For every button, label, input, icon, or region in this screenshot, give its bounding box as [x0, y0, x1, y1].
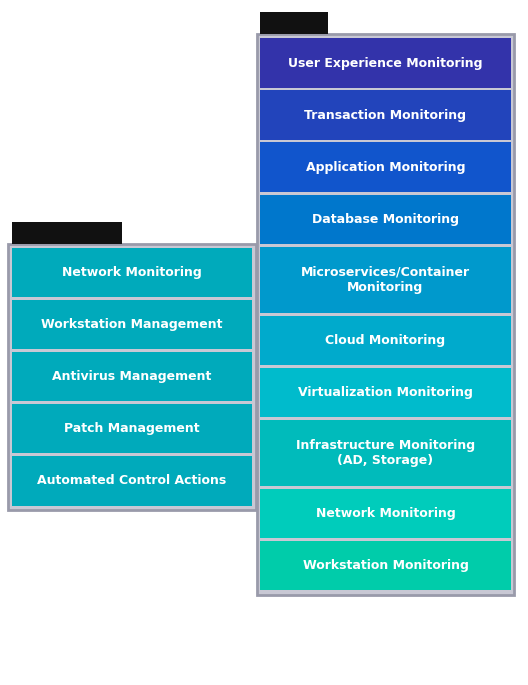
FancyBboxPatch shape — [260, 316, 511, 365]
FancyBboxPatch shape — [260, 38, 511, 88]
FancyBboxPatch shape — [12, 248, 252, 297]
Text: Infrastructure Monitoring
(AD, Storage): Infrastructure Monitoring (AD, Storage) — [296, 439, 475, 467]
Text: Application Monitoring: Application Monitoring — [306, 161, 465, 173]
Text: Microservices/Container
Monitoring: Microservices/Container Monitoring — [301, 266, 470, 294]
FancyBboxPatch shape — [12, 222, 122, 244]
FancyBboxPatch shape — [12, 456, 252, 506]
FancyBboxPatch shape — [12, 352, 252, 401]
FancyBboxPatch shape — [260, 541, 511, 590]
Text: Network Monitoring: Network Monitoring — [62, 266, 202, 279]
FancyBboxPatch shape — [260, 489, 511, 538]
Text: Antivirus Management: Antivirus Management — [52, 371, 212, 383]
Text: Virtualization Monitoring: Virtualization Monitoring — [298, 386, 473, 399]
FancyBboxPatch shape — [260, 142, 511, 192]
FancyBboxPatch shape — [12, 404, 252, 453]
FancyBboxPatch shape — [260, 368, 511, 417]
Text: User Experience Monitoring: User Experience Monitoring — [288, 57, 483, 69]
Text: Workstation Monitoring: Workstation Monitoring — [303, 560, 468, 572]
FancyBboxPatch shape — [257, 34, 514, 595]
FancyBboxPatch shape — [12, 300, 252, 349]
FancyBboxPatch shape — [260, 247, 511, 313]
FancyBboxPatch shape — [8, 244, 256, 510]
Text: Patch Management: Patch Management — [64, 423, 200, 435]
FancyBboxPatch shape — [260, 90, 511, 140]
FancyBboxPatch shape — [260, 12, 328, 34]
Text: Cloud Monitoring: Cloud Monitoring — [325, 334, 446, 347]
Text: Workstation Management: Workstation Management — [41, 319, 223, 331]
Text: Database Monitoring: Database Monitoring — [312, 213, 459, 225]
FancyBboxPatch shape — [260, 195, 511, 244]
Text: Automated Control Actions: Automated Control Actions — [37, 475, 227, 487]
Text: Transaction Monitoring: Transaction Monitoring — [305, 109, 466, 121]
FancyBboxPatch shape — [260, 420, 511, 486]
Text: Network Monitoring: Network Monitoring — [316, 508, 455, 520]
